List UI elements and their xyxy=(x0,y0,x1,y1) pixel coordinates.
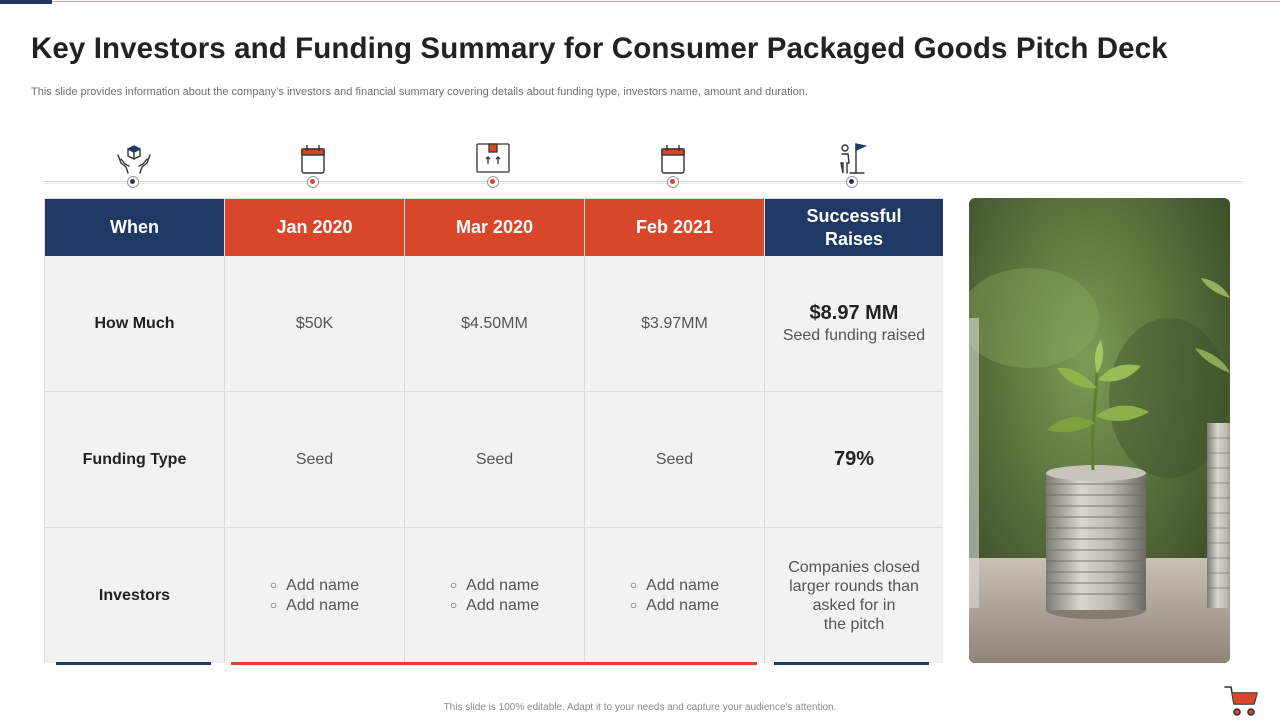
row-label-funding-type: Funding Type xyxy=(45,392,224,527)
column-divider xyxy=(404,199,405,662)
timeline-dot-mar-2020 xyxy=(487,176,499,188)
funding-table: When Jan 2020 Mar 2020 Feb 2021 Successf… xyxy=(44,198,943,663)
header-feb-2021: Feb 2021 xyxy=(585,199,764,256)
summary-note-line: larger rounds than xyxy=(789,577,919,595)
bottom-accent-navy-left xyxy=(56,662,211,665)
cell-how-much-feb-2021: $3.97MM xyxy=(585,256,764,391)
calendar-icon xyxy=(293,139,333,179)
investor-name: Add name xyxy=(450,576,539,596)
header-when: When xyxy=(45,199,224,256)
top-accent-bar xyxy=(0,0,52,4)
investor-name: Add name xyxy=(630,576,719,596)
slide-subtitle: This slide provides information about th… xyxy=(31,86,808,98)
investor-name: Add name xyxy=(270,576,359,596)
summary-note-cell: Companies closed larger rounds than aske… xyxy=(765,528,943,663)
package-box-icon xyxy=(473,139,513,179)
footer-note: This slide is 100% editable. Adapt it to… xyxy=(443,702,837,713)
header-mar-2020: Mar 2020 xyxy=(405,199,584,256)
column-divider xyxy=(584,199,585,662)
summary-percent-cell: 79% xyxy=(765,392,943,527)
cell-funding-type-feb-2021: Seed xyxy=(585,392,764,527)
bottom-accent-orange xyxy=(231,662,757,665)
row-divider xyxy=(45,527,942,528)
summary-amount-caption: Seed funding raised xyxy=(782,327,926,344)
cell-investors-jan-2020: Add name Add name xyxy=(225,528,404,663)
person-flag-icon xyxy=(832,139,872,179)
header-jan-2020: Jan 2020 xyxy=(225,199,404,256)
summary-note-line: the pitch xyxy=(823,615,885,633)
top-rule xyxy=(52,1,1280,2)
investor-name: Add name xyxy=(630,596,719,616)
investor-name: Add name xyxy=(270,596,359,616)
timeline-line xyxy=(44,181,1243,182)
column-divider xyxy=(224,199,225,662)
bottom-accent-navy-right xyxy=(774,662,929,665)
cell-funding-type-jan-2020: Seed xyxy=(225,392,404,527)
cell-funding-type-mar-2020: Seed xyxy=(405,392,584,527)
summary-note-line: Companies closed xyxy=(788,558,920,576)
cell-how-much-mar-2020: $4.50MM xyxy=(405,256,584,391)
column-divider xyxy=(764,199,765,662)
summary-amount-cell: $8.97 MM Seed funding raised xyxy=(765,256,943,391)
investor-name: Add name xyxy=(450,596,539,616)
cell-investors-feb-2021: Add name Add name xyxy=(585,528,764,663)
timeline-dot-jan-2020 xyxy=(307,176,319,188)
timeline-line-shadow xyxy=(44,183,1243,184)
header-successful-raises: Successful Raises xyxy=(765,199,943,256)
timeline-dot-successful-raises xyxy=(846,176,858,188)
cell-investors-mar-2020: Add name Add name xyxy=(405,528,584,663)
slide-title: Key Investors and Funding Summary for Co… xyxy=(31,32,1168,65)
handshake-box-icon xyxy=(114,139,154,179)
cell-how-much-jan-2020: $50K xyxy=(225,256,404,391)
summary-amount: $8.97 MM xyxy=(809,302,899,324)
row-label-investors: Investors xyxy=(45,528,224,663)
row-divider xyxy=(45,391,942,392)
calendar-icon xyxy=(653,139,693,179)
timeline-dot-feb-2021 xyxy=(667,176,679,188)
summary-percent: 79% xyxy=(833,448,875,470)
shopping-cart-icon xyxy=(1222,684,1262,720)
summary-note-line: asked for in xyxy=(812,596,896,614)
timeline-dot-when xyxy=(127,176,139,188)
row-label-how-much: How Much xyxy=(45,256,224,391)
plant-on-coins-photo xyxy=(969,198,1230,663)
